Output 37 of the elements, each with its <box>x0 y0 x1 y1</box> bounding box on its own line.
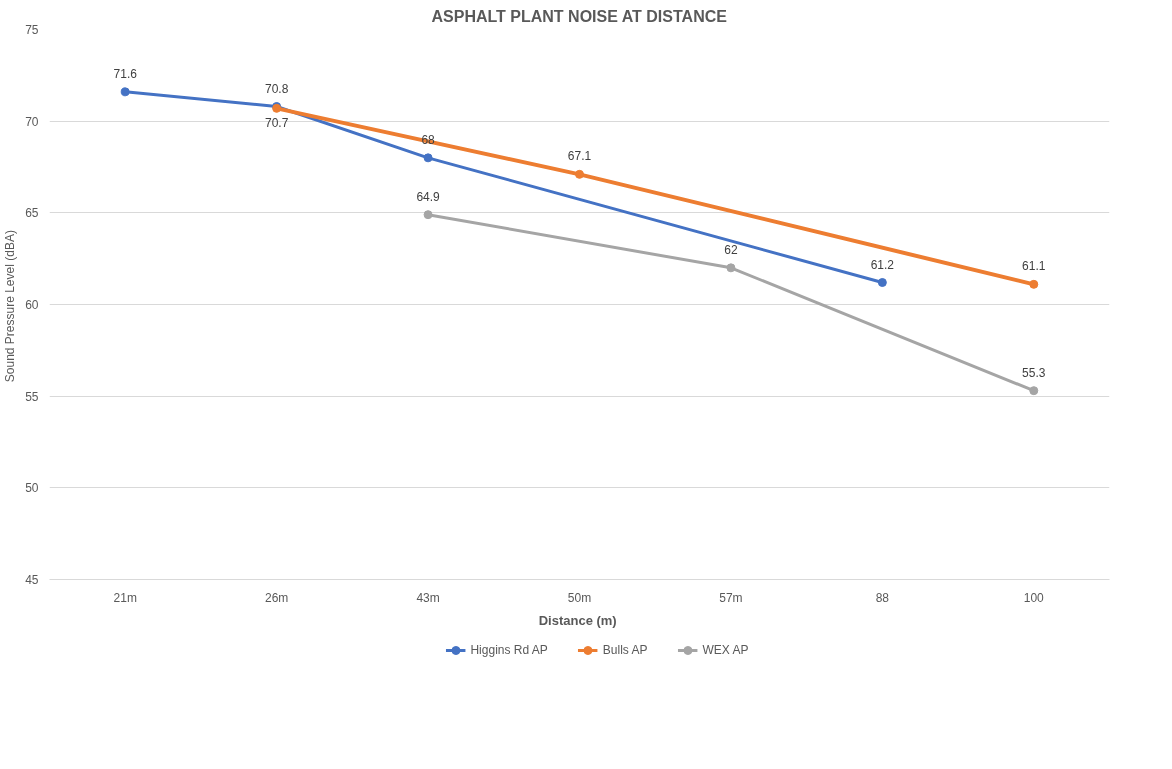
x-tick-label: 57m <box>719 590 743 605</box>
x-tick-label: 50m <box>567 590 592 605</box>
point <box>423 210 433 220</box>
data-label: 67.1 <box>567 149 592 164</box>
x-tick-label: 43m <box>416 590 440 605</box>
y-tick-label: 65 <box>25 206 39 221</box>
point <box>1029 279 1039 289</box>
legend-label: WEX AP <box>702 643 749 657</box>
point <box>877 278 887 287</box>
point <box>575 169 584 179</box>
data-label: 64.9 <box>416 189 441 204</box>
data-label: 55.3 <box>1022 365 1046 380</box>
y-tick-label: 55 <box>25 389 39 404</box>
point <box>120 87 130 97</box>
legend-label: Higgins Rd AP <box>470 643 548 657</box>
chart-title: ASPHALT PLANT NOISE AT DISTANCE <box>431 7 728 25</box>
y-tick-label: 60 <box>25 298 39 312</box>
data-label: 61.2 <box>870 257 895 272</box>
data-label: 62 <box>724 242 738 257</box>
y-tick-label: 45 <box>25 573 39 587</box>
y-tick-label: 70 <box>25 114 39 129</box>
y-tick-label: 50 <box>25 481 39 496</box>
x-tick-label: 100 <box>1023 590 1045 605</box>
data-label: 70.7 <box>264 116 289 131</box>
x-tick-label: 26m <box>264 590 289 605</box>
data-label: 70.8 <box>264 81 289 96</box>
point <box>726 263 736 273</box>
data-label: 61.1 <box>1022 259 1046 274</box>
x-tick-label: 88 <box>875 590 890 605</box>
x-tick-label: 21m <box>113 590 137 605</box>
data-label: 71.6 <box>113 66 138 81</box>
y-tick-label: 75 <box>25 23 39 37</box>
point <box>423 153 433 163</box>
x-axis-title: Distance (m) <box>538 612 617 628</box>
point <box>1029 386 1039 396</box>
legend-label: Bulls AP <box>602 643 648 657</box>
y-axis-title: Sound Pressure Level (dBA) <box>3 230 18 383</box>
